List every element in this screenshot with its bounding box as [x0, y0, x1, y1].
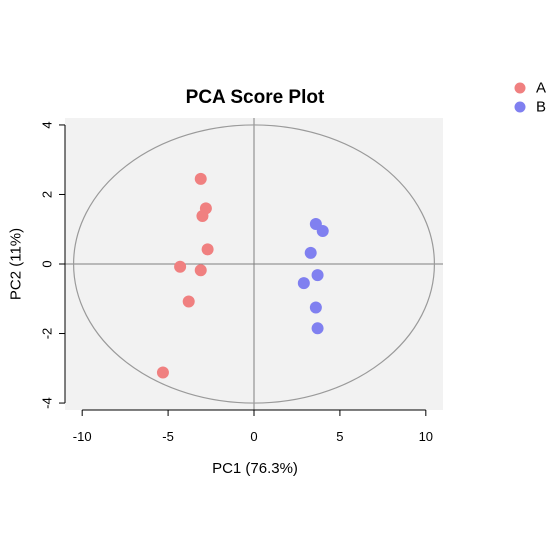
y-tick-label: 2: [40, 191, 55, 198]
point-B-4: [311, 269, 324, 282]
data-points: [156, 172, 329, 379]
point-A-1: [194, 172, 207, 185]
x-tick-label: -5: [162, 429, 174, 444]
legend-label-A: A: [536, 80, 546, 97]
series-A: [156, 172, 214, 379]
axes: [59, 124, 427, 416]
y-tick-label: -4: [40, 397, 55, 409]
point-B-3: [304, 246, 317, 259]
y-tick-label: 0: [40, 260, 55, 267]
legend-marker-A: [514, 82, 526, 94]
legend-label-B: B: [536, 99, 546, 116]
point-A-8: [156, 366, 169, 379]
series-B: [297, 218, 329, 335]
y-tick-label: -2: [40, 328, 55, 340]
legend-item-B: B: [514, 99, 546, 116]
legend-item-A: A: [514, 80, 546, 97]
chart-title: PCA Score Plot: [186, 87, 325, 108]
x-axis-title: PC1 (76.3%): [212, 460, 298, 477]
legend: AB: [514, 80, 546, 116]
x-tick-label: 10: [419, 429, 433, 444]
point-A-6: [194, 264, 207, 277]
point-B-5: [297, 277, 310, 290]
confidence-ellipse: [72, 124, 436, 404]
point-A-4: [201, 243, 214, 256]
x-tick-label: -10: [73, 429, 92, 444]
y-tick-label: 4: [40, 121, 55, 128]
point-B-2: [316, 224, 329, 237]
tick-labels: -10 -5 0 5 10 -4 -2 0 2 4: [40, 121, 434, 444]
point-A-3: [196, 210, 209, 223]
point-A-7: [182, 295, 195, 308]
y-axis-title: PC2 (11%): [8, 228, 25, 300]
point-A-5: [174, 260, 187, 273]
x-tick-label: 5: [336, 429, 343, 444]
reference-lines: [65, 118, 443, 410]
point-B-6: [309, 301, 322, 314]
point-B-7: [311, 322, 324, 335]
legend-marker-B: [514, 101, 526, 113]
x-tick-label: 0: [250, 429, 257, 444]
